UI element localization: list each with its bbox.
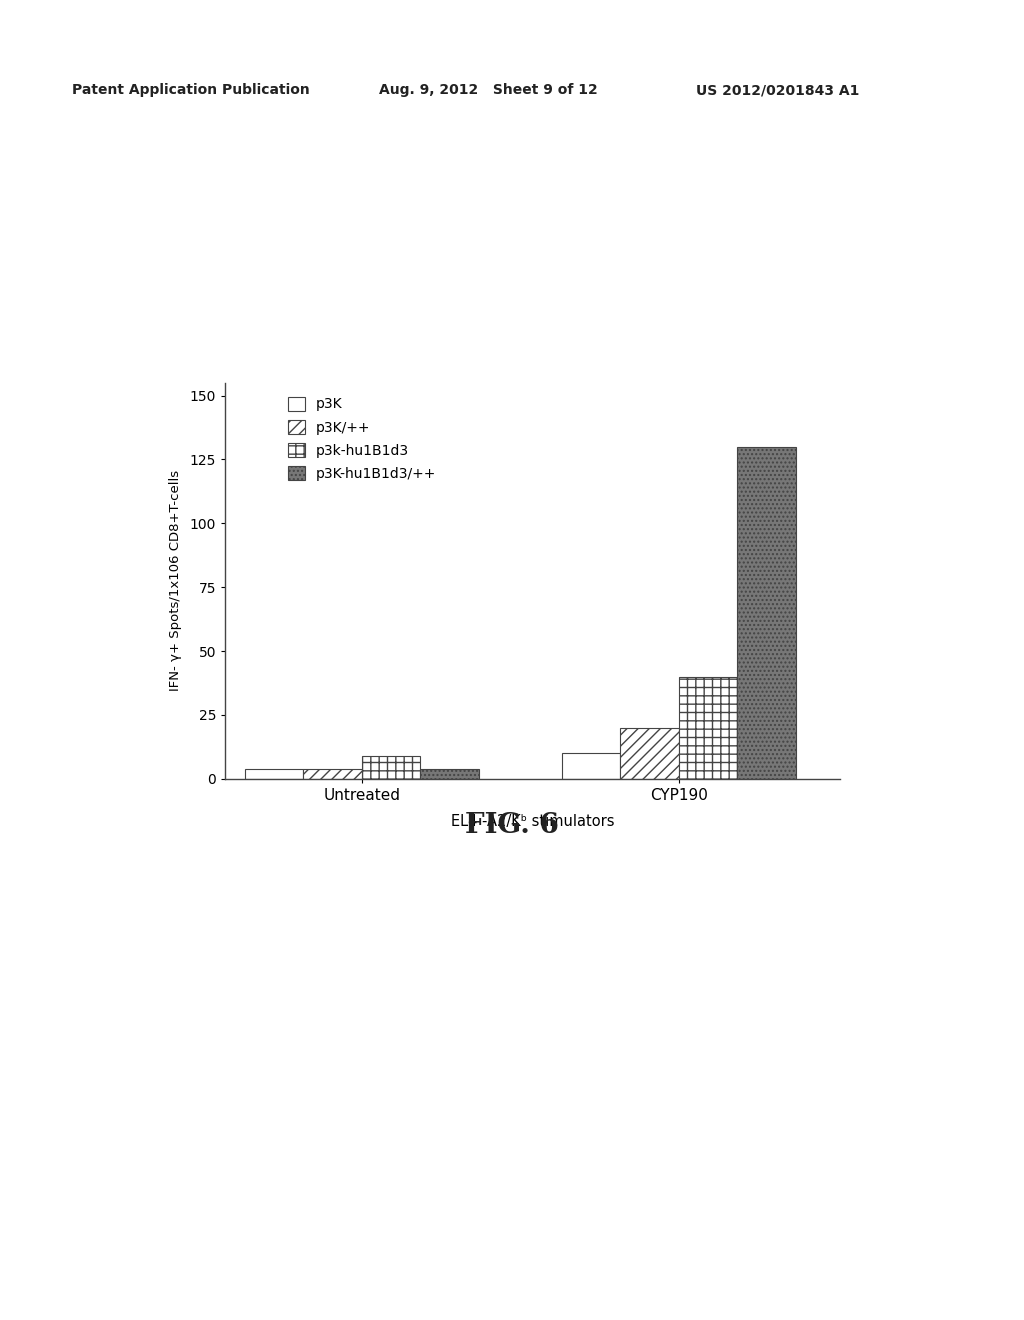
Bar: [621, 727, 679, 779]
Bar: [679, 677, 737, 779]
X-axis label: EL4 -A2/Kᵇ stimulators: EL4 -A2/Kᵇ stimulators: [451, 814, 614, 829]
Y-axis label: IFN- γ+ Spots/1x106 CD8+T-cells: IFN- γ+ Spots/1x106 CD8+T-cells: [169, 470, 181, 692]
Text: Aug. 9, 2012   Sheet 9 of 12: Aug. 9, 2012 Sheet 9 of 12: [379, 83, 598, 98]
Bar: [303, 768, 361, 779]
Bar: [361, 756, 420, 779]
Text: Patent Application Publication: Patent Application Publication: [72, 83, 309, 98]
Text: US 2012/0201843 A1: US 2012/0201843 A1: [696, 83, 860, 98]
Bar: [562, 754, 621, 779]
Bar: [737, 446, 796, 779]
Bar: [420, 768, 479, 779]
Text: FIG. 6: FIG. 6: [465, 812, 559, 838]
Legend: p3K, p3K/++, p3k-hu1B1d3, p3K-hu1B1d3/++: p3K, p3K/++, p3k-hu1B1d3, p3K-hu1B1d3/++: [282, 389, 443, 488]
Bar: [245, 768, 303, 779]
